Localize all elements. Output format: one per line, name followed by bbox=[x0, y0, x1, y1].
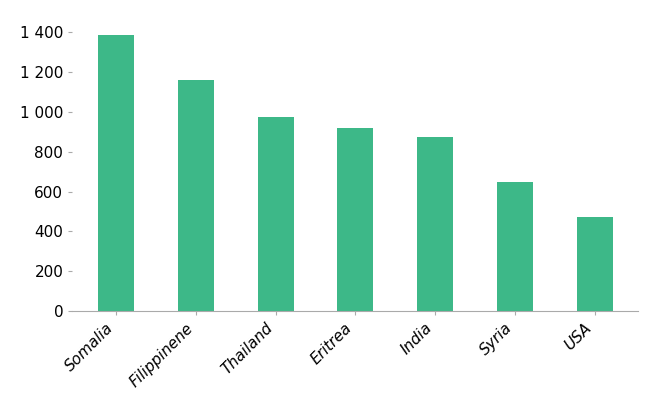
Bar bbox=[338, 128, 373, 311]
Bar bbox=[258, 117, 293, 311]
Bar bbox=[576, 217, 613, 311]
Bar bbox=[178, 81, 214, 311]
Bar bbox=[417, 137, 453, 311]
Bar bbox=[497, 182, 533, 311]
Bar bbox=[98, 35, 134, 311]
